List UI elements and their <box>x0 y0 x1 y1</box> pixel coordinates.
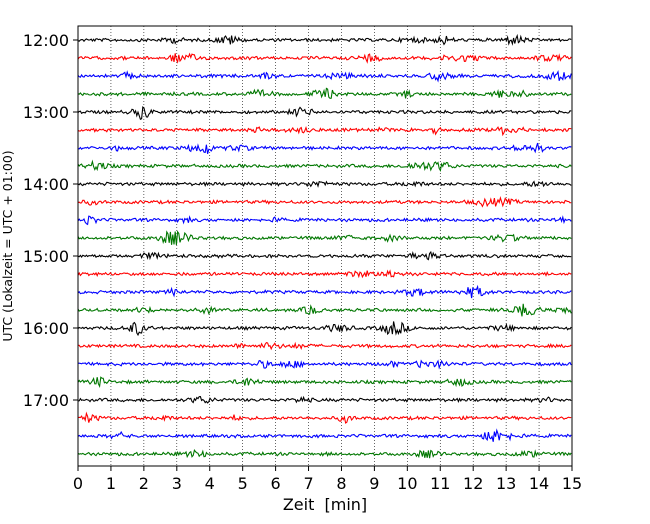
x-tick-label: 13 <box>496 474 516 493</box>
x-tick-label: 3 <box>172 474 182 493</box>
x-tick-label: 1 <box>106 474 116 493</box>
seismogram-trace <box>77 341 572 351</box>
x-tick-label: 9 <box>369 474 379 493</box>
x-tick-label: 8 <box>336 474 346 493</box>
seismogram-trace <box>77 33 572 46</box>
plot-area <box>78 26 572 466</box>
seismogram-trace <box>77 395 572 404</box>
x-tick-label: 4 <box>205 474 215 493</box>
seismogram-trace <box>77 359 572 370</box>
plot-frame <box>77 25 573 467</box>
seismogram-trace <box>77 87 572 99</box>
seismogram-trace <box>77 105 572 120</box>
seismogram-trace <box>77 284 572 299</box>
x-tick-label: 14 <box>529 474 549 493</box>
seismogram-trace <box>77 195 572 208</box>
seismogram-trace <box>77 125 572 137</box>
trace-layer <box>77 33 572 459</box>
seismogram-trace <box>77 411 572 424</box>
seismogram-trace <box>77 230 572 245</box>
grid-layer <box>110 26 540 466</box>
x-tick-label: 12 <box>463 474 483 493</box>
seismogram-trace <box>77 428 572 442</box>
seismogram-trace <box>77 180 572 188</box>
x-tick-label: 7 <box>303 474 313 493</box>
seismogram-trace <box>77 159 572 172</box>
y-tick-label: 17:00 <box>23 391 69 410</box>
seismogram-trace <box>77 269 572 279</box>
x-tick-label: 6 <box>271 474 281 493</box>
y-tick-label: 12:00 <box>23 31 69 50</box>
seismogram-trace <box>77 69 572 83</box>
seismogram-trace <box>77 376 572 389</box>
seismogram-trace <box>77 142 572 154</box>
y-tick-label: 15:00 <box>23 247 69 266</box>
x-tick-label: 11 <box>430 474 450 493</box>
x-axis-label: Zeit [min] <box>283 495 367 514</box>
x-tick-label: 2 <box>139 474 149 493</box>
y-tick-label: 14:00 <box>23 175 69 194</box>
seismogram-trace <box>77 52 572 64</box>
seismogram-trace <box>77 448 572 459</box>
y-tick-label: 13:00 <box>23 103 69 122</box>
y-tick-label: 16:00 <box>23 319 69 338</box>
x-tick-label: 5 <box>238 474 248 493</box>
seismogram-trace <box>77 215 572 226</box>
y-axis-ticks: 12:00 13:00 14:00 15:00 16:00 17:00 <box>23 31 78 410</box>
seismogram-trace <box>77 250 572 261</box>
x-axis-ticks: 0 1 2 3 4 5 6 7 8 9 10 11 12 13 14 15 <box>73 466 582 493</box>
seismogram-trace <box>77 321 572 337</box>
x-tick-label: 10 <box>397 474 417 493</box>
x-tick-label: 0 <box>73 474 83 493</box>
y-axis-label: UTC (Lokalzeit = UTC + 01:00) <box>0 150 15 341</box>
seismogram-trace <box>77 303 572 317</box>
x-tick-label: 15 <box>562 474 582 493</box>
